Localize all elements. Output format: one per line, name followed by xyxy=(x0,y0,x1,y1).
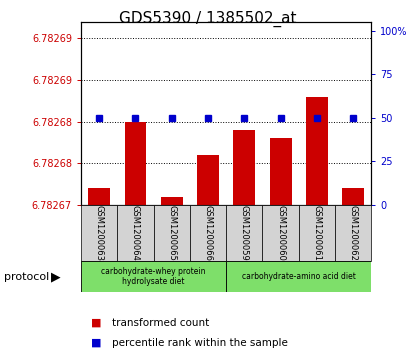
Bar xyxy=(81,205,117,261)
Bar xyxy=(154,205,190,261)
Bar xyxy=(306,97,328,205)
Bar xyxy=(81,261,226,292)
Bar xyxy=(263,205,299,261)
Bar xyxy=(124,122,146,205)
Text: ▶: ▶ xyxy=(51,270,61,283)
Text: GSM1200066: GSM1200066 xyxy=(203,205,212,261)
Bar xyxy=(299,205,335,261)
Bar xyxy=(270,138,291,205)
Bar xyxy=(117,205,154,261)
Bar xyxy=(226,261,371,292)
Bar xyxy=(234,130,255,205)
Text: ■: ■ xyxy=(91,318,102,328)
Bar xyxy=(88,188,110,205)
Bar xyxy=(342,188,364,205)
Text: protocol: protocol xyxy=(4,272,49,282)
Text: GSM1200062: GSM1200062 xyxy=(349,205,358,261)
Text: transformed count: transformed count xyxy=(112,318,209,328)
Text: GSM1200061: GSM1200061 xyxy=(312,205,322,261)
Text: GSM1200063: GSM1200063 xyxy=(95,205,104,261)
Bar xyxy=(161,197,183,205)
Text: carbohydrate-amino acid diet: carbohydrate-amino acid diet xyxy=(242,272,356,281)
Bar xyxy=(190,205,226,261)
Text: ■: ■ xyxy=(91,338,102,348)
Text: percentile rank within the sample: percentile rank within the sample xyxy=(112,338,288,348)
Bar xyxy=(226,205,263,261)
Text: GSM1200060: GSM1200060 xyxy=(276,205,285,261)
Text: GDS5390 / 1385502_at: GDS5390 / 1385502_at xyxy=(119,11,296,27)
Bar xyxy=(197,155,219,205)
Text: GSM1200065: GSM1200065 xyxy=(167,205,176,261)
Text: GSM1200064: GSM1200064 xyxy=(131,205,140,261)
Text: carbohydrate-whey protein
hydrolysate diet: carbohydrate-whey protein hydrolysate di… xyxy=(101,267,206,286)
Text: GSM1200059: GSM1200059 xyxy=(240,205,249,261)
Bar xyxy=(335,205,371,261)
